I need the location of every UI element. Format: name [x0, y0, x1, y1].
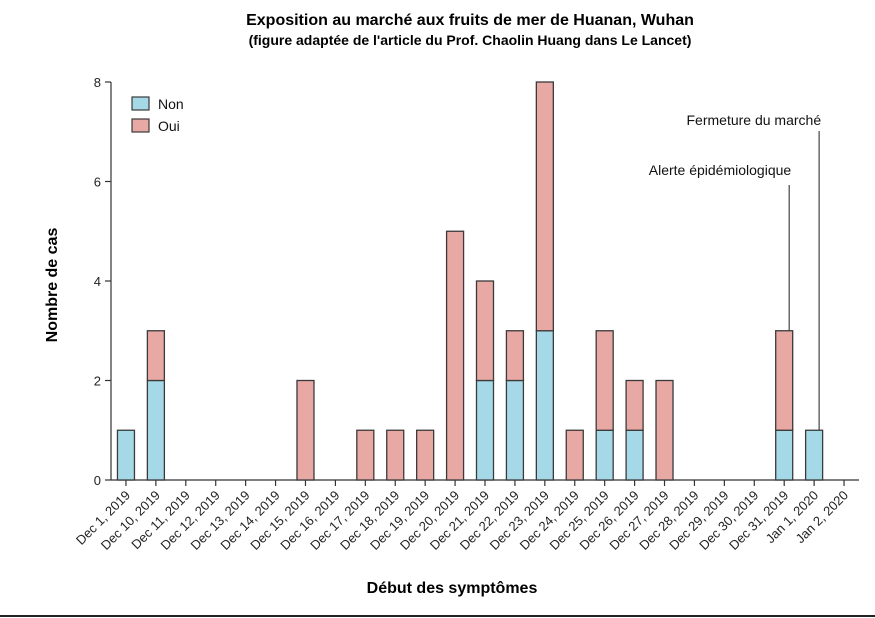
legend-swatch-non [131, 96, 150, 111]
bar-segment-non [535, 330, 554, 481]
bar-segment-non [146, 379, 166, 481]
bottom-divider [0, 615, 875, 617]
bar-segment-oui [505, 330, 525, 382]
bar-segment-oui [655, 379, 674, 481]
bar-segment-oui [445, 230, 465, 481]
annotation-label: Fermeture du marché [687, 112, 822, 128]
chart-title: Exposition au marché aux fruits de mer d… [246, 12, 694, 29]
bar-segment-oui [595, 330, 614, 431]
legend-label-oui: Oui [158, 118, 180, 134]
y-tick-label: 8 [94, 75, 101, 90]
bar-segment-oui [625, 379, 644, 431]
y-tick-label: 0 [94, 473, 101, 488]
chart-subtitle: (figure adaptée de l'article du Prof. Ch… [249, 32, 692, 48]
bar-segment-non [595, 429, 614, 481]
bar-segment-oui [146, 330, 166, 382]
legend-label-non: Non [158, 96, 184, 112]
y-tick-label: 6 [94, 175, 101, 190]
bar-segment-non [804, 429, 824, 481]
y-tick-label: 2 [94, 374, 101, 389]
x-axis-title: Début des symptômes [367, 580, 538, 597]
legend-swatch-oui [131, 118, 150, 133]
bar-segment-oui [386, 429, 405, 481]
bar-segment-oui [775, 330, 794, 431]
bar-segment-non [775, 429, 794, 481]
bar-segment-non [475, 379, 495, 481]
y-axis-title: Nombre de cas [44, 228, 61, 343]
bar-segment-oui [416, 429, 435, 481]
bar-segment-oui [475, 280, 495, 382]
bar-segment-non [505, 379, 525, 481]
annotation-label: Alerte épidémiologique [649, 162, 792, 178]
bar-segment-oui [535, 81, 554, 332]
bar-segment-oui [565, 429, 584, 481]
bar-segment-oui [296, 379, 315, 481]
bar-segment-non [625, 429, 644, 481]
bar-segment-non [116, 429, 136, 481]
bar-segment-oui [356, 429, 375, 481]
y-tick-label: 4 [94, 274, 101, 289]
